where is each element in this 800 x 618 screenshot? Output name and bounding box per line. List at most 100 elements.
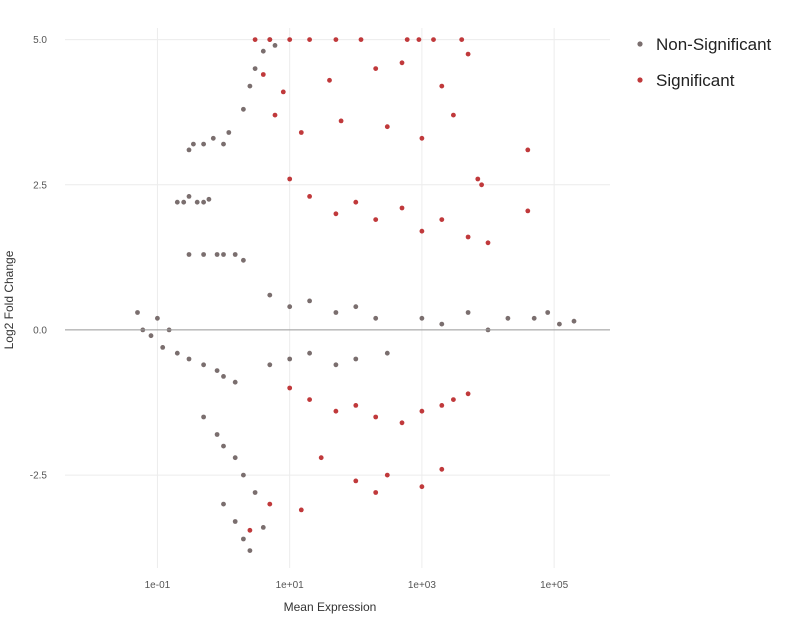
significant-point-55 (373, 490, 379, 495)
non-significant-point-48 (287, 304, 293, 310)
significant-point-35 (465, 234, 471, 240)
significant-point-43 (419, 408, 425, 414)
non-significant-point-9 (194, 199, 200, 205)
non-significant-point-24 (174, 350, 180, 356)
significant-point-30 (353, 199, 359, 205)
significant-point-31 (373, 217, 379, 223)
non-significant-point-41 (272, 43, 278, 48)
significant-point-33 (419, 228, 425, 234)
non-significant-point-16 (221, 141, 226, 147)
significant-point-8 (431, 37, 436, 42)
non-significant-point-52 (373, 315, 379, 321)
significant-point-25 (475, 176, 481, 182)
non-significant-point-35 (252, 490, 258, 495)
non-significant-point-57 (353, 356, 359, 362)
non-significant-point-18 (186, 252, 192, 257)
significant-point-22 (451, 112, 456, 118)
non-significant-point-15 (210, 135, 216, 141)
significant-point-37 (287, 385, 293, 391)
significant-point-2 (287, 37, 293, 42)
non-significant-point-49 (307, 298, 312, 304)
non-significant-point-4 (160, 345, 166, 350)
non-significant-point-28 (221, 374, 226, 379)
significant-point-53 (298, 507, 304, 513)
significant-point-11 (260, 72, 266, 77)
significant-point-47 (318, 455, 324, 461)
legend-item-non-significant: Non-Significant (637, 35, 772, 54)
significant-point-7 (416, 37, 422, 42)
significant-point-50 (419, 484, 425, 490)
significant-point-24 (525, 208, 531, 214)
non-significant-point-61 (465, 310, 471, 315)
legend-label-significant: Significant (656, 71, 735, 90)
non-significant-point-19 (201, 252, 207, 257)
non-significant-point-10 (201, 199, 207, 205)
non-significant-point-43 (232, 519, 238, 524)
significant-point-27 (287, 176, 293, 182)
significant-point-10 (465, 51, 471, 57)
significant-point-21 (419, 135, 425, 141)
x-tick-label-2: 1e+03 (408, 580, 437, 591)
significant-point-15 (399, 60, 405, 66)
non-significant-point-32 (221, 443, 226, 449)
non-significant-point-34 (241, 472, 246, 478)
y-tick-label-0: -2.5 (30, 471, 48, 482)
non-significant-point-50 (333, 310, 339, 315)
non-significant-point-58 (384, 350, 390, 356)
significant-point-14 (373, 66, 379, 71)
non-significant-point-31 (214, 432, 220, 437)
significant-point-44 (439, 403, 445, 408)
non-significant-point-37 (247, 83, 253, 89)
significant-point-18 (298, 130, 304, 135)
significant-point-51 (439, 466, 445, 472)
non-significant-point-11 (206, 196, 212, 202)
significant-point-54 (247, 527, 253, 533)
x-tick-label-0: 1e-01 (145, 580, 171, 591)
non-significant-point-7 (181, 199, 187, 205)
non-significant-point-33 (232, 455, 238, 461)
x-tick-label-1: 1e+01 (276, 580, 305, 591)
non-significant-point-30 (201, 414, 207, 420)
legend: Non-Significant Significant (637, 35, 772, 90)
non-significant-point-3 (155, 315, 160, 321)
y-tick-label-3: 5.0 (33, 35, 47, 46)
significant-point-20 (384, 124, 390, 130)
significant-point-34 (439, 217, 445, 223)
non-significant-point-13 (191, 141, 196, 147)
non-significant-point-53 (267, 362, 273, 368)
non-significant-point-54 (287, 356, 293, 362)
significant-point-39 (333, 408, 339, 414)
non-significant-point-20 (214, 252, 220, 257)
non-significant-point-51 (353, 304, 359, 310)
non-significant-point-17 (226, 130, 232, 135)
significant-points (247, 37, 531, 533)
legend-dot-significant (637, 77, 643, 83)
legend-label-non-significant: Non-Significant (656, 35, 772, 54)
x-axis-title: Mean Expression (284, 600, 377, 614)
significant-point-0 (252, 37, 258, 42)
non-significant-point-27 (214, 368, 220, 373)
non-significant-point-8 (186, 194, 192, 199)
significant-point-26 (479, 182, 484, 188)
significant-point-6 (404, 37, 410, 42)
significant-point-5 (358, 37, 364, 42)
non-significant-point-63 (505, 315, 511, 321)
non-significant-point-44 (241, 536, 246, 542)
grid (65, 28, 610, 568)
significant-point-49 (384, 472, 390, 478)
significant-point-41 (373, 414, 379, 420)
non-significant-point-60 (439, 321, 445, 327)
non-significant-point-39 (260, 48, 266, 54)
significant-point-16 (439, 83, 445, 89)
non-significant-point-2 (148, 333, 154, 339)
significant-point-40 (353, 403, 359, 408)
significant-point-48 (353, 478, 359, 484)
non-significant-point-64 (531, 315, 537, 321)
significant-point-12 (280, 89, 286, 95)
non-significant-point-65 (545, 310, 551, 315)
non-significant-points (135, 37, 577, 553)
non-significant-point-21 (221, 252, 226, 257)
non-significant-point-56 (333, 362, 339, 368)
legend-item-significant: Significant (637, 71, 735, 90)
